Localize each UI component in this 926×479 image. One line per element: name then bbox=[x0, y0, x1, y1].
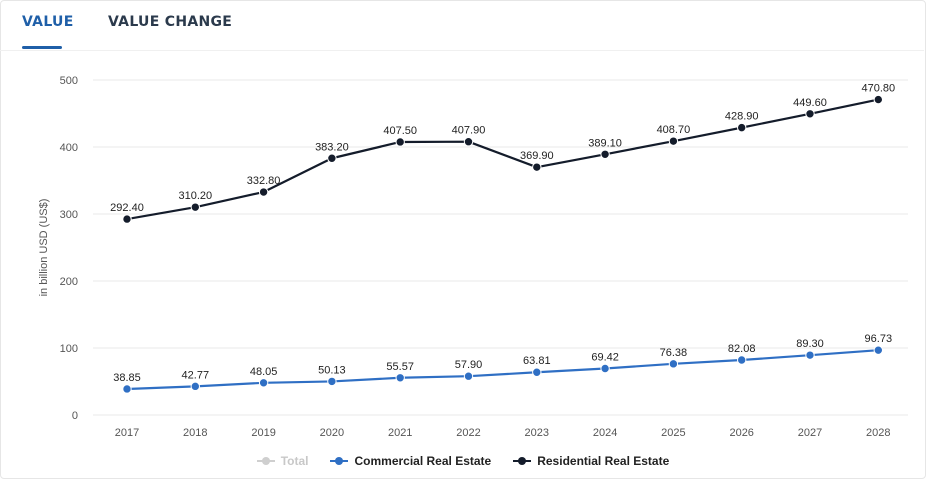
data-label-commercial: 76.38 bbox=[660, 347, 688, 359]
legend-item-residential[interactable]: Residential Real Estate bbox=[513, 454, 669, 468]
x-tick-label: 2023 bbox=[525, 427, 549, 439]
data-label-residential: 292.40 bbox=[110, 202, 144, 214]
x-tick-label: 2022 bbox=[456, 427, 480, 439]
x-tick-label: 2025 bbox=[661, 427, 685, 439]
y-tick-label: 500 bbox=[60, 75, 78, 87]
legend-label-residential: Residential Real Estate bbox=[537, 454, 670, 468]
data-point-commercial bbox=[463, 371, 474, 381]
tab-value[interactable]: VALUE bbox=[22, 14, 74, 49]
legend-swatch-residential bbox=[513, 456, 532, 466]
data-point-residential bbox=[327, 153, 337, 163]
y-tick-label: 100 bbox=[60, 343, 78, 355]
x-tick-label: 2017 bbox=[115, 427, 139, 439]
data-point-residential bbox=[258, 187, 269, 197]
legend-label-total: Total bbox=[280, 454, 309, 468]
data-label-commercial: 48.05 bbox=[250, 366, 278, 378]
data-point-residential bbox=[600, 149, 610, 160]
data-label-residential: 389.10 bbox=[588, 137, 622, 149]
y-tick-label: 300 bbox=[60, 209, 78, 221]
data-point-commercial bbox=[737, 355, 747, 365]
data-label-commercial: 69.42 bbox=[591, 351, 619, 363]
data-point-commercial bbox=[668, 359, 679, 369]
data-label-commercial: 42.77 bbox=[182, 369, 210, 381]
data-label-residential: 369.90 bbox=[520, 150, 554, 162]
data-point-commercial bbox=[805, 350, 815, 360]
data-label-commercial: 89.30 bbox=[796, 338, 824, 350]
data-point-residential bbox=[532, 162, 542, 172]
x-tick-label: 2028 bbox=[866, 427, 890, 439]
legend-label-commercial: Commercial Real Estate bbox=[354, 454, 492, 468]
x-tick-label: 2024 bbox=[593, 427, 617, 439]
data-point-commercial bbox=[532, 367, 542, 377]
x-tick-label: 2026 bbox=[729, 427, 753, 439]
legend-swatch-commercial bbox=[330, 456, 349, 466]
data-label-residential: 332.80 bbox=[247, 175, 281, 187]
data-label-residential: 407.90 bbox=[452, 125, 486, 137]
data-point-residential bbox=[668, 136, 679, 146]
data-label-residential: 470.80 bbox=[861, 83, 895, 95]
y-tick-label: 400 bbox=[60, 142, 78, 154]
y-tick-label: 200 bbox=[60, 276, 78, 288]
data-point-residential bbox=[873, 94, 883, 105]
legend-item-commercial[interactable]: Commercial Real Estate bbox=[330, 454, 491, 468]
y-axis-title: in billion USD (US$) bbox=[38, 199, 50, 297]
series-line-residential bbox=[126, 98, 879, 221]
data-label-commercial: 50.13 bbox=[318, 364, 346, 376]
series-line-commercial bbox=[126, 349, 879, 391]
data-point-residential bbox=[805, 109, 815, 119]
tab-value-change-label: VALUE CHANGE bbox=[108, 14, 233, 30]
chart-legend: Total Commercial Real Estate Residential… bbox=[0, 454, 926, 468]
line-chart: 0 100 200 300 400 500 in billion USD (US$) 2017… bbox=[38, 75, 908, 439]
data-label-residential: 310.20 bbox=[178, 190, 212, 202]
data-label-residential: 408.70 bbox=[657, 124, 691, 136]
data-label-residential: 428.90 bbox=[725, 111, 759, 123]
legend-swatch-total bbox=[256, 456, 275, 466]
x-tick-label: 2018 bbox=[183, 427, 207, 439]
data-point-commercial bbox=[327, 376, 337, 387]
tab-divider bbox=[0, 50, 924, 51]
legend-item-total[interactable]: Total bbox=[256, 454, 309, 468]
data-point-residential bbox=[463, 137, 474, 147]
data-point-commercial bbox=[190, 381, 201, 392]
data-label-commercial: 57.90 bbox=[455, 359, 483, 371]
active-tab-indicator bbox=[22, 46, 62, 49]
x-tick-label: 2027 bbox=[798, 427, 822, 439]
y-tick-label: 0 bbox=[72, 410, 78, 422]
data-point-commercial bbox=[600, 363, 610, 374]
data-point-residential bbox=[737, 122, 747, 133]
data-point-commercial bbox=[873, 345, 883, 355]
data-point-commercial bbox=[395, 373, 405, 383]
data-label-residential: 407.50 bbox=[383, 125, 417, 137]
data-label-commercial: 38.85 bbox=[113, 372, 141, 384]
x-tick-label: 2021 bbox=[388, 427, 412, 439]
data-label-commercial: 55.57 bbox=[386, 361, 414, 373]
x-tick-label: 2019 bbox=[251, 427, 275, 439]
tab-value-label: VALUE bbox=[22, 14, 74, 30]
data-point-residential bbox=[395, 137, 405, 147]
x-tick-label: 2020 bbox=[320, 427, 344, 439]
data-label-commercial: 63.81 bbox=[523, 355, 551, 367]
tab-value-change[interactable]: VALUE CHANGE bbox=[108, 14, 232, 30]
data-label-residential: 449.60 bbox=[793, 97, 827, 109]
data-label-commercial: 82.08 bbox=[728, 343, 756, 355]
data-point-residential bbox=[122, 214, 132, 224]
data-point-commercial bbox=[122, 384, 132, 394]
data-point-commercial bbox=[258, 378, 269, 388]
data-label-residential: 383.20 bbox=[315, 141, 349, 153]
data-point-residential bbox=[190, 202, 201, 212]
data-label-commercial: 96.73 bbox=[865, 333, 893, 345]
